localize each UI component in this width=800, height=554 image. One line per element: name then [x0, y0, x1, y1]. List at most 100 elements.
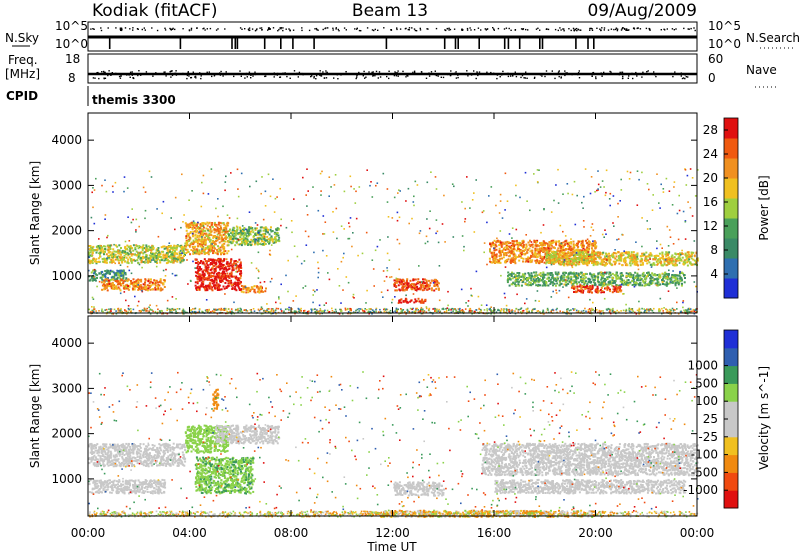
echo-point: [615, 275, 618, 277]
echo-point: [167, 245, 169, 248]
echo-point: [262, 243, 265, 245]
echo-point: [578, 253, 581, 256]
echo-point: [636, 257, 639, 260]
echo-point: [605, 255, 608, 258]
echo-point: [128, 256, 131, 259]
echo-point: [568, 259, 571, 261]
echo-point: [264, 233, 267, 235]
echo-point: [99, 251, 102, 254]
echo-point: [411, 283, 414, 286]
echo-point: [190, 221, 193, 224]
echo-point: [671, 274, 674, 276]
echo-point: [599, 253, 602, 256]
echo-point: [196, 223, 199, 226]
echo-point: [196, 265, 199, 268]
echo-point: [559, 260, 562, 263]
echo-point: [579, 276, 582, 279]
echo-point: [204, 230, 207, 232]
nsearch-point: [196, 27, 198, 29]
nave-point: [192, 71, 194, 73]
echo-point: [247, 291, 250, 294]
nave-point: [140, 74, 142, 76]
echo-point: [205, 267, 208, 270]
echo-point: [167, 255, 170, 258]
nave-point: [685, 76, 687, 78]
echo-point: [219, 288, 222, 291]
echo-point: [92, 269, 95, 272]
echo-point: [100, 248, 103, 251]
echo-point: [140, 287, 143, 290]
echo-point: [510, 257, 513, 260]
nsearch-point: [217, 28, 219, 30]
echo-point: [547, 257, 550, 260]
echo-point: [195, 288, 198, 291]
echo-point: [189, 253, 192, 256]
echo-point: [248, 227, 251, 230]
nave-point: [368, 71, 370, 73]
echo-point: [162, 256, 165, 259]
echo-point: [531, 283, 534, 286]
nave-point: [405, 74, 408, 76]
echo-point: [649, 253, 652, 256]
echo-point: [594, 275, 597, 278]
nave-point: [310, 75, 312, 78]
echo-point: [156, 287, 159, 290]
echo-point: [543, 250, 546, 253]
echo-point: [498, 240, 500, 243]
echo-point: [588, 262, 590, 265]
echo-point: [520, 251, 523, 254]
echo-point: [525, 243, 528, 246]
echo-point: [192, 243, 195, 246]
echo-point: [206, 224, 209, 227]
nsearch-point: [335, 27, 337, 29]
echo-point: [213, 241, 216, 243]
nave-point: [372, 71, 374, 73]
echo-point: [588, 280, 591, 283]
echo-point: [393, 279, 396, 282]
nave-point: [512, 74, 514, 77]
echo-point: [208, 274, 211, 277]
echo-point: [581, 244, 584, 247]
echo-point: [225, 267, 228, 270]
echo-point: [523, 275, 526, 278]
echo-point: [162, 282, 165, 285]
echo-point: [650, 276, 653, 279]
echo-point: [214, 243, 217, 246]
echo-point: [174, 247, 177, 250]
echo-point: [246, 229, 249, 232]
echo-point: [570, 275, 573, 278]
echo-point: [215, 235, 218, 238]
nave-point: [322, 71, 324, 73]
echo-point: [211, 289, 214, 292]
nsearch-point: [174, 28, 176, 31]
echo-point: [238, 232, 241, 235]
echo-point: [215, 278, 218, 281]
nave-point: [208, 71, 210, 73]
echo-point: [157, 247, 160, 249]
freq-label: Freq.: [8, 53, 38, 67]
nsearch-point: [129, 28, 131, 30]
echo-point: [673, 280, 676, 283]
echo-point: [579, 259, 582, 261]
nave-point: [194, 76, 196, 78]
echo-point: [204, 243, 207, 246]
echo-point: [494, 261, 497, 264]
echo-point: [260, 234, 263, 237]
echo-point: [179, 252, 182, 255]
echo-point: [649, 279, 652, 282]
nsearch-point: [301, 29, 303, 32]
echo-point: [155, 251, 158, 254]
echo-point: [595, 252, 597, 255]
echo-point: [238, 287, 241, 290]
echo-point: [120, 247, 122, 249]
echo-point: [409, 283, 412, 286]
nave-point: [355, 77, 357, 80]
echo-point: [203, 238, 206, 241]
echo-point: [549, 282, 552, 285]
echo-point: [193, 250, 196, 253]
echo-point: [579, 250, 582, 252]
echo-point: [240, 244, 243, 247]
echo-point: [627, 284, 630, 287]
nsearch-point: [520, 28, 523, 30]
echo-point: [142, 287, 145, 290]
